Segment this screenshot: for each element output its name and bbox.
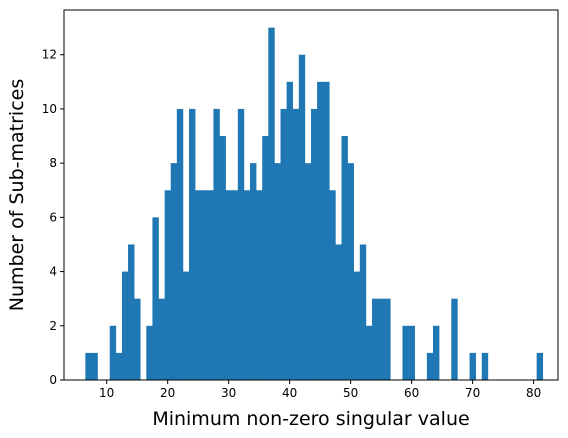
y-tick-label: 6: [49, 210, 57, 224]
histogram-bar: [353, 271, 361, 380]
histogram-bar: [298, 54, 306, 380]
histogram-bar: [207, 190, 214, 380]
histogram-bar: [384, 298, 391, 380]
histogram-bar: [347, 163, 354, 380]
histogram-bar: [109, 325, 117, 380]
histogram-bar: [317, 81, 324, 380]
histogram-bar: [182, 271, 190, 380]
histogram-bar: [225, 190, 233, 380]
histogram-bar: [378, 298, 385, 380]
x-tick-label: 30: [221, 386, 236, 400]
histogram-bar: [371, 298, 379, 380]
histogram-bar: [481, 352, 489, 380]
plot-frame: [63, 9, 559, 381]
histogram-bar: [219, 136, 226, 380]
histogram-bar: [341, 136, 348, 380]
histogram-bar: [335, 244, 342, 380]
histogram-bar: [115, 352, 123, 380]
histogram-bar: [536, 352, 544, 380]
histogram-bar: [426, 352, 434, 380]
histogram-bar: [231, 190, 239, 380]
x-axis-label: Minimum non-zero singular value: [152, 408, 469, 430]
histogram-bar: [91, 352, 98, 380]
y-tick-label: 4: [49, 265, 57, 279]
histogram-bar: [268, 27, 275, 381]
histogram-bar: [359, 244, 367, 380]
histogram-bar: [365, 325, 373, 380]
histogram-bar: [311, 108, 318, 380]
histogram-bar: [201, 190, 208, 380]
y-tick-label: 0: [49, 373, 57, 387]
histogram-bar: [213, 108, 220, 380]
histogram-bar: [451, 298, 458, 380]
histogram-bar: [274, 163, 281, 380]
y-axis-ticks: 0 2 4 6 8 10 12: [42, 48, 64, 387]
histogram-bar: [262, 136, 269, 380]
histogram-bar: [280, 108, 287, 380]
histogram-bar: [134, 298, 141, 380]
y-tick-label: 12: [42, 48, 57, 62]
histogram-bar: [469, 352, 476, 380]
histogram-bar: [121, 271, 129, 380]
x-tick-label: 20: [160, 386, 175, 400]
histogram-bar: [85, 352, 92, 380]
histogram-bar: [432, 325, 440, 380]
histogram-bar: [189, 108, 196, 380]
histogram-bar: [146, 325, 153, 380]
x-axis-ticks: 10 20 30 40 50 60 70 80: [99, 380, 541, 400]
histogram-bar: [176, 108, 184, 380]
x-tick-label: 50: [343, 386, 358, 400]
histogram-bar: [323, 81, 330, 380]
histogram-bar: [329, 190, 336, 380]
y-tick-label: 2: [49, 319, 57, 333]
histogram-bar: [408, 325, 415, 380]
x-tick-label: 10: [99, 386, 114, 400]
x-tick-label: 40: [282, 386, 297, 400]
histogram-bar: [243, 190, 251, 380]
histogram-bar: [152, 217, 159, 380]
histogram-bar: [158, 298, 165, 380]
x-tick-label: 70: [465, 386, 480, 400]
histogram-bar: [164, 190, 172, 380]
histogram-bar: [237, 108, 245, 380]
histogram-bar: [250, 163, 257, 380]
histogram-bar: [195, 190, 202, 380]
histogram-bar: [256, 190, 263, 380]
y-tick-label: 8: [49, 156, 57, 170]
histogram-bar: [402, 325, 409, 380]
histogram-bar: [292, 108, 300, 380]
histogram-bar: [304, 163, 312, 380]
histogram-bar: [128, 244, 135, 380]
bars-group: [85, 27, 544, 381]
x-tick-label: 60: [404, 386, 419, 400]
x-tick-label: 80: [526, 386, 541, 400]
y-tick-label: 10: [42, 102, 57, 116]
histogram-bar: [170, 163, 178, 380]
histogram-bar: [286, 81, 293, 380]
y-axis-label: Number of Sub-matrices: [6, 79, 28, 311]
